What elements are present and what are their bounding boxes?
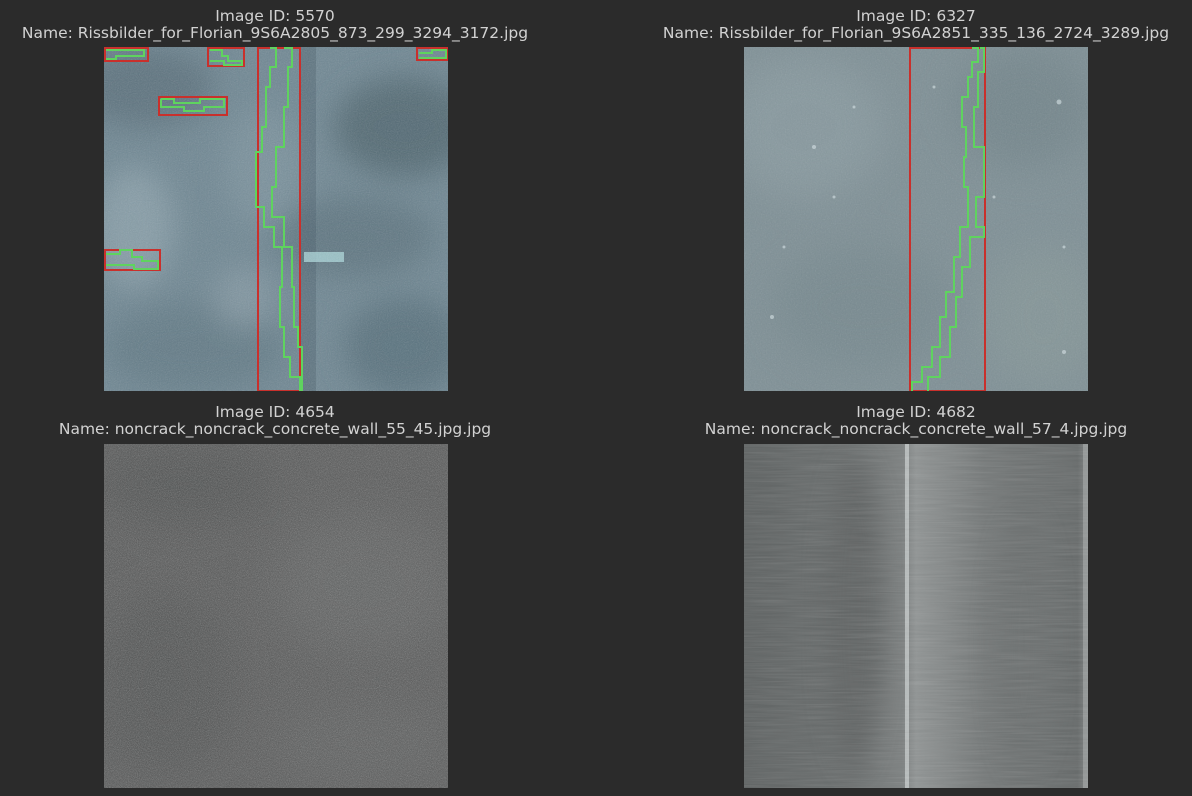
image-name-label: Name: noncrack_noncrack_concrete_wall_55… [58,420,492,438]
image-4654-picture [104,444,448,788]
image-id-label: Image ID: 6327 [856,7,976,25]
image-id-label: Image ID: 5570 [215,7,335,25]
panel-image-6327: Image ID: 6327 Name: Rissbilder_for_Flor… [640,0,1192,396]
image-4682-picture [744,444,1088,788]
image-name-label: Name: Rissbilder_for_Florian_9S6A2851_33… [662,24,1170,42]
caption-image-5570: Image ID: 5570 Name: Rissbilder_for_Flor… [0,8,550,42]
image-name-label: Name: noncrack_noncrack_concrete_wall_57… [704,420,1128,438]
panel-image-4654: Image ID: 4654 Name: noncrack_noncrack_c… [0,396,550,796]
image-id-label: Image ID: 4682 [856,403,976,421]
image-6327-picture [744,47,1088,391]
image-6327 [744,47,1088,391]
image-4654 [104,444,448,788]
image-5570-picture [104,47,448,391]
caption-image-4654: Image ID: 4654 Name: noncrack_noncrack_c… [0,404,550,438]
caption-image-6327: Image ID: 6327 Name: Rissbilder_for_Flor… [640,8,1192,42]
panel-image-5570: Image ID: 5570 Name: Rissbilder_for_Flor… [0,0,550,396]
image-5570 [104,47,448,391]
image-id-label: Image ID: 4654 [215,403,335,421]
caption-image-4682: Image ID: 4682 Name: noncrack_noncrack_c… [640,404,1192,438]
panel-image-4682: Image ID: 4682 Name: noncrack_noncrack_c… [640,396,1192,796]
image-name-label: Name: Rissbilder_for_Florian_9S6A2805_87… [21,24,529,42]
image-4682 [744,444,1088,788]
